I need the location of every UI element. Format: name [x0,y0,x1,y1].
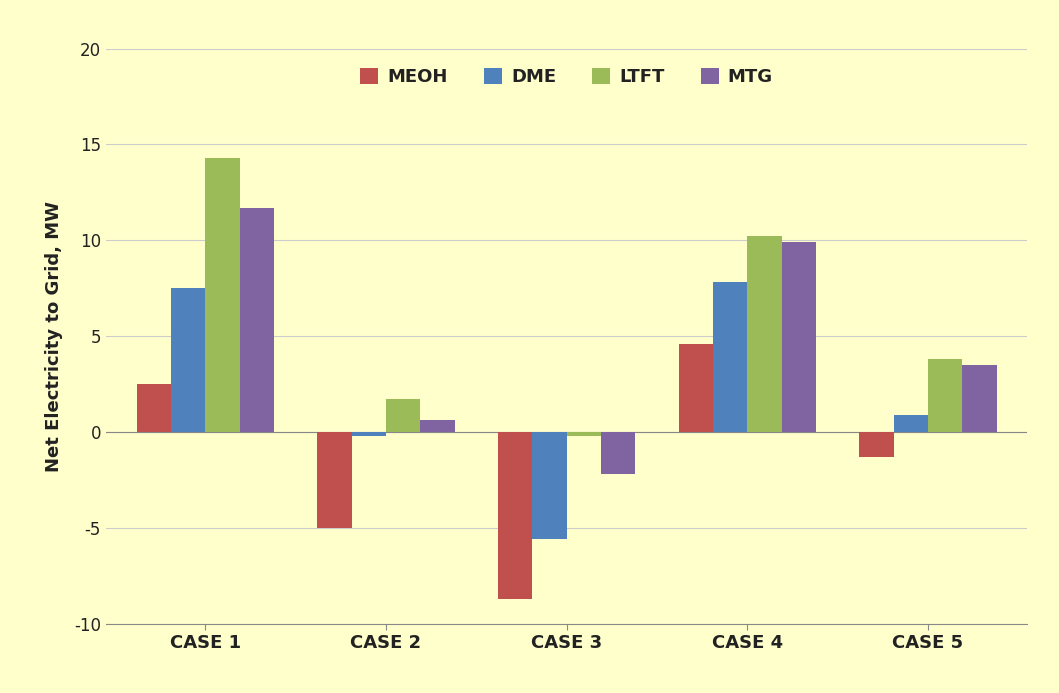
Bar [963,365,997,432]
Bar [170,288,205,432]
Bar [928,359,963,432]
Bar [318,432,352,528]
Bar [748,236,782,432]
Bar [894,414,928,432]
Bar [385,399,420,432]
Y-axis label: Net Electricity to Grid, MW: Net Electricity to Grid, MW [44,200,62,472]
Bar [679,344,713,432]
Bar [205,158,239,432]
Bar [713,283,748,432]
Legend: MEOH, DME, LTFT, MTG: MEOH, DME, LTFT, MTG [353,60,780,93]
Bar [782,242,815,432]
Bar [600,432,635,474]
Bar [859,432,894,457]
Bar [567,432,600,436]
Bar [137,384,170,432]
Bar [352,432,385,436]
Bar [420,421,454,432]
Bar [239,208,274,432]
Bar [533,432,567,539]
Bar [498,432,533,599]
